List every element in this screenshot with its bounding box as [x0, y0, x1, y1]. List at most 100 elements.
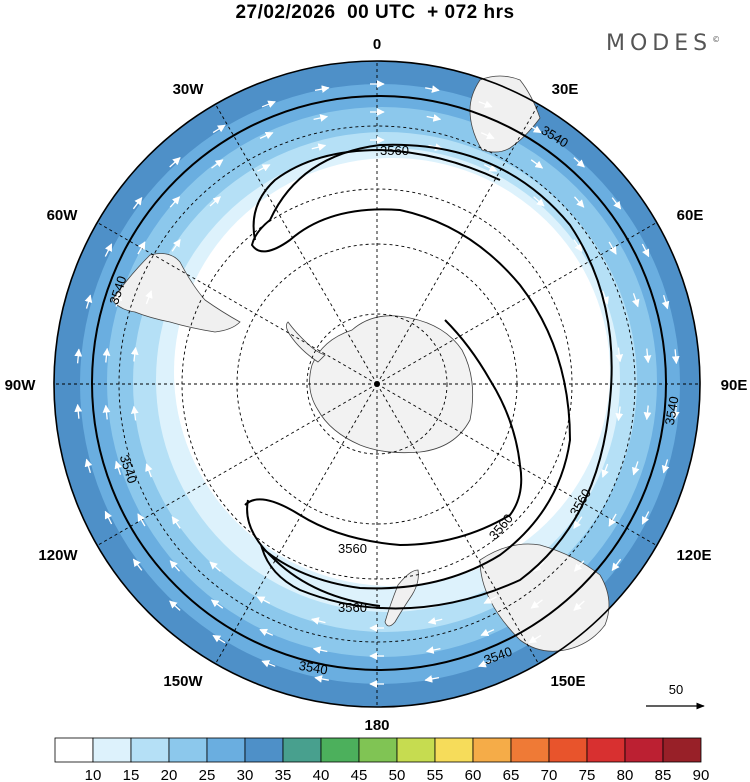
colorbar-label: 60 [465, 767, 482, 782]
contour-label-3560-bottom: 3560 [338, 541, 367, 556]
wind-vector [574, 196, 585, 208]
wind-vector [257, 164, 271, 172]
colorbar-label: 70 [541, 767, 558, 782]
lon-label-90e: 90E [721, 377, 748, 394]
colorbar-swatch [510, 737, 550, 763]
wind-vector [84, 294, 93, 309]
colorbar-swatch [54, 737, 94, 763]
colorbar-label: 25 [199, 767, 216, 782]
lon-label-150w: 150W [163, 673, 203, 690]
map-border [53, 60, 701, 708]
wind-vector [483, 164, 498, 172]
longitude-labels: 0 30W 30E 60W 60E 90W 90E 120W 120E 150W… [5, 36, 748, 734]
colorbar-label: 65 [503, 767, 520, 782]
wind-vector [314, 675, 329, 683]
height-contours [91, 95, 667, 671]
colorbar-label: 35 [275, 767, 292, 782]
wind-vector [212, 124, 226, 134]
wind-vector [641, 511, 650, 525]
wind-vector [671, 349, 680, 365]
wind-vector [528, 634, 542, 644]
lon-label-0: 0 [373, 36, 381, 53]
wind-vector [632, 461, 640, 476]
wind-vector [573, 239, 583, 252]
wind-vector [259, 131, 274, 140]
wind-vector [169, 600, 181, 611]
contour-3560-lower [244, 319, 523, 547]
antarctic-peninsula [286, 321, 326, 363]
wind-vector [104, 510, 113, 525]
wind-vector [256, 596, 271, 604]
wind-vector [528, 124, 542, 134]
colorbar-label: 10 [85, 767, 102, 782]
colorbar-label: 85 [655, 767, 672, 782]
colorbar-label: 30 [237, 767, 254, 782]
colorbar-swatch [244, 737, 284, 763]
colorbar-label: 90 [693, 767, 710, 782]
wind-vector [478, 100, 493, 108]
colorbar-label: 55 [427, 767, 444, 782]
wind-vector [261, 660, 276, 668]
wind-vector [643, 405, 652, 421]
wind-vector [132, 196, 143, 210]
colorbar-label: 20 [161, 767, 178, 782]
colorbar-label: 45 [351, 767, 368, 782]
wind-vector [425, 646, 441, 654]
brand-name: MODES [606, 31, 713, 56]
lon-label-180: 180 [364, 717, 389, 734]
wind-vector [313, 114, 329, 122]
wind-vector [132, 558, 143, 571]
colorbar-label: 75 [579, 767, 596, 782]
wind-vector [573, 157, 585, 168]
modes-logo: MODES© [606, 31, 720, 56]
wind-vector [130, 405, 139, 421]
wind-vector [209, 196, 221, 207]
wind-vector [661, 459, 670, 474]
wind-vector [211, 159, 224, 169]
wind-vector [259, 628, 274, 637]
reference-vector-value: 50 [669, 682, 683, 697]
wind-vector [426, 114, 442, 122]
wind-vector [169, 196, 181, 208]
wind-vector [478, 660, 493, 668]
wind-vector [641, 243, 650, 258]
wind-vector [312, 646, 328, 654]
wind-vector [169, 157, 181, 168]
wind-vector [611, 197, 622, 210]
lon-label-60e: 60E [677, 207, 704, 224]
wind-vector [661, 295, 670, 310]
lon-label-120e: 120E [676, 547, 711, 564]
lon-label-60w: 60W [47, 207, 79, 224]
wind-vector [114, 460, 123, 475]
colorbar-swatch [472, 737, 512, 763]
colorbar-label: 80 [617, 767, 634, 782]
wind-vector [530, 599, 543, 609]
colorbar-swatch [548, 737, 588, 763]
wind-vector [137, 513, 146, 527]
wind-vector [210, 599, 224, 609]
colorbar-swatch [586, 737, 626, 763]
wind-vector [114, 292, 122, 307]
wind-vector [480, 131, 495, 140]
wind-vector [209, 561, 221, 572]
latitude-circle [306, 313, 448, 455]
colorbar: 10 15 20 25 30 35 40 45 50 55 60 65 70 75 80 85 90 [54, 737, 710, 782]
colorbar-swatch [358, 737, 398, 763]
wind-vector [104, 243, 113, 257]
wind-vector [573, 600, 585, 611]
wind-vector [533, 561, 545, 572]
wind-vector [74, 348, 83, 364]
colorbar-swatch [168, 737, 208, 763]
wind-vector [102, 404, 111, 420]
contour-label-3540-bottom-l: 3540 [298, 658, 329, 678]
wind-vector [573, 516, 583, 530]
wind-vector [671, 404, 680, 420]
lon-label-30w: 30W [173, 81, 205, 98]
wind-vector [314, 85, 330, 93]
contour-label-3560-top: 3560 [380, 143, 409, 158]
map-title: 27/02/2026 00 UTC + 072 hrs [235, 2, 515, 23]
wind-vector [137, 241, 146, 255]
copyright-mark: © [712, 35, 721, 44]
wind-vector [130, 346, 139, 362]
